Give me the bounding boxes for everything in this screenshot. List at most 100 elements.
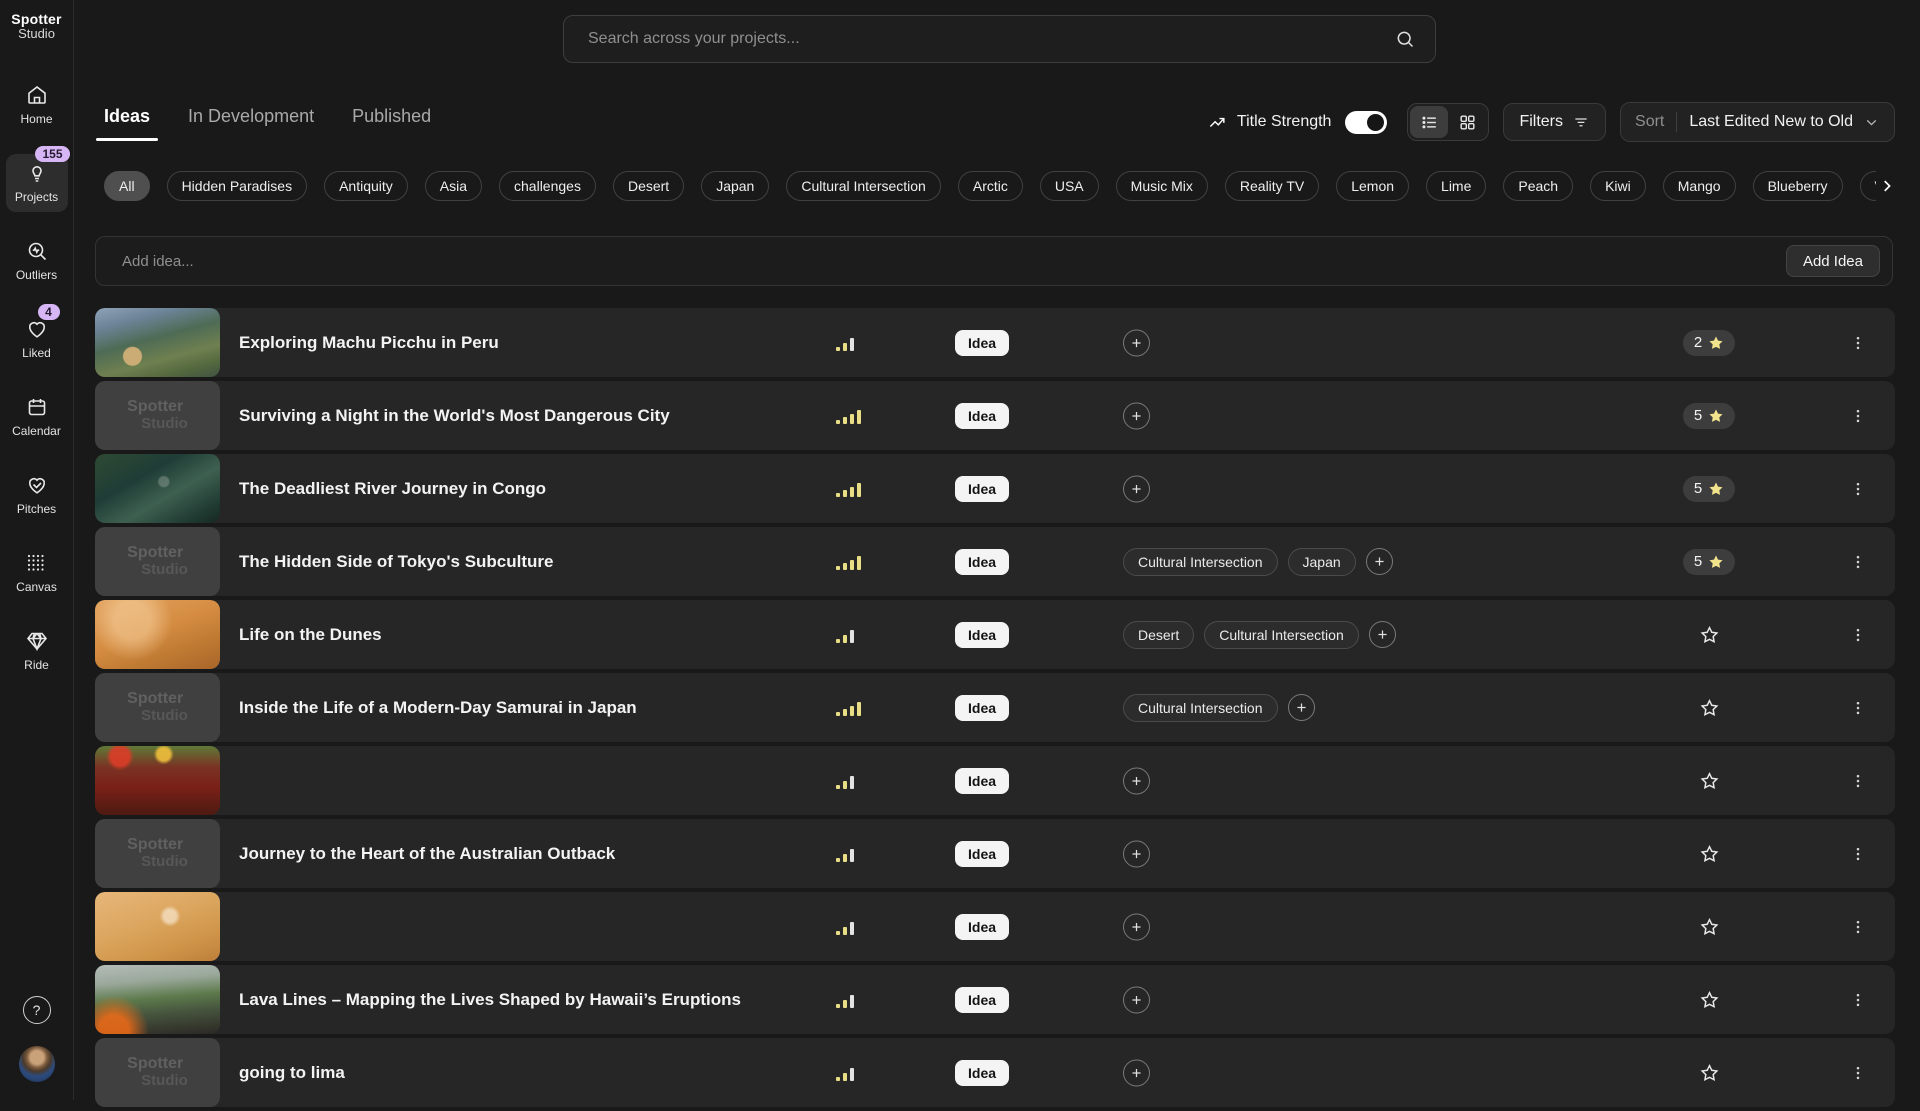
add-tag-button[interactable] <box>1123 986 1150 1013</box>
filter-chip-usa[interactable]: USA <box>1039 171 1099 201</box>
filter-chip-music-mix[interactable]: Music Mix <box>1115 171 1208 201</box>
search-input[interactable] <box>564 30 1395 48</box>
filter-chip-lime[interactable]: Lime <box>1426 171 1487 201</box>
idea-row[interactable]: Spotter Studio Inside the Life of a Modern… <box>95 673 1895 742</box>
idea-row[interactable]: Idea <box>95 746 1895 815</box>
sort-control[interactable]: Sort Last Edited New to Old <box>1620 102 1895 142</box>
add-idea-input[interactable] <box>96 252 1786 270</box>
filter-chip-kiwi[interactable]: Kiwi <box>1590 171 1646 201</box>
avatar[interactable] <box>18 1046 55 1082</box>
tag-pill[interactable]: Cultural Intersection <box>1204 620 1359 649</box>
idea-row[interactable]: Spotter Studio going to lima Idea <box>95 1038 1895 1107</box>
filter-chip-reality-tv[interactable]: Reality TV <box>1224 171 1320 201</box>
filters-button[interactable]: Filters <box>1503 103 1607 141</box>
filter-chip-all[interactable]: All <box>104 171 150 201</box>
idea-thumbnail[interactable]: Spotter Studio <box>95 673 220 742</box>
row-menu-button[interactable] <box>1845 695 1871 721</box>
add-tag-button[interactable] <box>1123 402 1150 429</box>
idea-row[interactable]: Idea <box>95 892 1895 961</box>
favorite-star-button[interactable] <box>1699 1062 1720 1083</box>
add-tag-button[interactable] <box>1123 1059 1150 1086</box>
filter-chip-peach[interactable]: Peach <box>1503 171 1574 201</box>
sidebar-item-projects[interactable]: Projects 155 <box>5 145 70 212</box>
tag-pill[interactable]: Japan <box>1287 547 1356 576</box>
tag-pill[interactable]: Cultural Intersection <box>1123 547 1278 576</box>
favorite-star-button[interactable] <box>1699 843 1720 864</box>
idea-row[interactable]: The Deadliest River Journey in Congo Idea… <box>95 454 1895 523</box>
row-menu-button[interactable] <box>1845 768 1871 794</box>
sidebar-item-pitches[interactable]: Pitches <box>6 466 68 524</box>
tag-pill[interactable]: Cultural Intersection <box>1123 693 1278 722</box>
sidebar-item-calendar[interactable]: Calendar <box>6 388 68 446</box>
title-strength-toggle[interactable] <box>1345 110 1388 134</box>
add-tag-button[interactable] <box>1365 548 1393 575</box>
favorite-star-button[interactable] <box>1699 989 1720 1010</box>
add-tag-button[interactable] <box>1123 840 1150 867</box>
star-rating-pill[interactable]: 5 <box>1682 475 1736 502</box>
chips-scroll-right-button[interactable] <box>1872 170 1902 202</box>
tab-published[interactable]: Published <box>352 106 432 126</box>
idea-thumbnail[interactable] <box>95 965 220 1034</box>
search-icon[interactable] <box>1395 29 1415 49</box>
tag-pill[interactable]: Desert <box>1123 620 1195 649</box>
row-menu-button[interactable] <box>1845 549 1871 575</box>
idea-row[interactable]: Spotter Studio Surviving a Night in the Wo… <box>95 381 1895 450</box>
idea-thumbnail[interactable]: Spotter Studio <box>95 819 220 888</box>
idea-thumbnail[interactable] <box>95 746 220 815</box>
sidebar-item-canvas[interactable]: Canvas <box>6 544 68 602</box>
filter-chip-blueberry[interactable]: Blueberry <box>1752 171 1843 201</box>
row-menu-button[interactable] <box>1845 330 1871 356</box>
favorite-star-button[interactable] <box>1699 916 1720 937</box>
star-rating-pill[interactable]: 2 <box>1682 329 1736 356</box>
add-tag-button[interactable] <box>1123 913 1150 940</box>
help-button[interactable]: ? <box>22 996 51 1024</box>
row-menu-button[interactable] <box>1845 622 1871 648</box>
sidebar-item-ride[interactable]: Ride <box>6 622 68 680</box>
idea-row[interactable]: Life on the Dunes Idea Desert Cultural Inte… <box>95 600 1895 669</box>
star-rating-pill[interactable]: 5 <box>1682 402 1736 429</box>
filter-chip-challenges[interactable]: challenges <box>499 171 596 201</box>
row-menu-button[interactable] <box>1845 841 1871 867</box>
filter-chip-arctic[interactable]: Arctic <box>957 171 1023 201</box>
idea-thumbnail[interactable] <box>95 454 220 523</box>
add-tag-button[interactable] <box>1123 767 1150 794</box>
idea-thumbnail[interactable] <box>95 892 220 961</box>
idea-row[interactable]: Lava Lines – Mapping the Lives Shaped by… <box>95 965 1895 1034</box>
row-menu-button[interactable] <box>1845 1060 1871 1086</box>
sidebar-item-home[interactable]: Home <box>6 76 68 134</box>
row-menu-button[interactable] <box>1845 403 1871 429</box>
idea-thumbnail[interactable]: Spotter Studio <box>95 1038 220 1107</box>
filter-chip-mango[interactable]: Mango <box>1662 171 1736 201</box>
idea-thumbnail[interactable] <box>95 308 220 377</box>
idea-row[interactable]: Spotter Studio The Hidden Side of Tokyo's … <box>95 527 1895 596</box>
row-menu-button[interactable] <box>1845 914 1871 940</box>
add-idea-button[interactable]: Add Idea <box>1785 245 1880 277</box>
favorite-star-button[interactable] <box>1699 770 1720 791</box>
filter-chip-asia[interactable]: Asia <box>424 171 483 201</box>
tab-ideas[interactable]: Ideas <box>95 106 159 141</box>
list-view-button[interactable] <box>1410 106 1449 138</box>
filter-chip-hidden-paradises[interactable]: Hidden Paradises <box>166 171 308 201</box>
sidebar-item-liked[interactable]: Liked 4 <box>6 303 68 368</box>
favorite-star-button[interactable] <box>1699 624 1720 645</box>
row-menu-button[interactable] <box>1845 476 1871 502</box>
filter-chip-antiquity[interactable]: Antiquity <box>324 171 408 201</box>
add-tag-button[interactable] <box>1123 475 1150 502</box>
idea-thumbnail[interactable] <box>95 600 220 669</box>
row-menu-button[interactable] <box>1845 987 1871 1013</box>
star-rating-pill[interactable]: 5 <box>1682 548 1736 575</box>
tab-in-development[interactable]: In Development <box>188 106 315 126</box>
idea-row[interactable]: Spotter Studio Journey to the Heart of the… <box>95 819 1895 888</box>
sidebar-item-outliers[interactable]: Outliers <box>6 232 68 290</box>
filter-chip-desert[interactable]: Desert <box>612 171 685 201</box>
filter-chip-lemon[interactable]: Lemon <box>1336 171 1410 201</box>
add-tag-button[interactable] <box>1123 329 1150 356</box>
idea-thumbnail[interactable]: Spotter Studio <box>95 527 220 596</box>
idea-thumbnail[interactable]: Spotter Studio <box>95 381 220 450</box>
add-tag-button[interactable] <box>1368 621 1396 648</box>
grid-view-button[interactable] <box>1448 106 1486 138</box>
add-tag-button[interactable] <box>1287 694 1315 721</box>
idea-row[interactable]: Exploring Machu Picchu in Peru Idea 2 <box>95 308 1895 377</box>
filter-chip-japan[interactable]: Japan <box>701 171 770 201</box>
filter-chip-cultural-intersection[interactable]: Cultural Intersection <box>786 171 941 201</box>
